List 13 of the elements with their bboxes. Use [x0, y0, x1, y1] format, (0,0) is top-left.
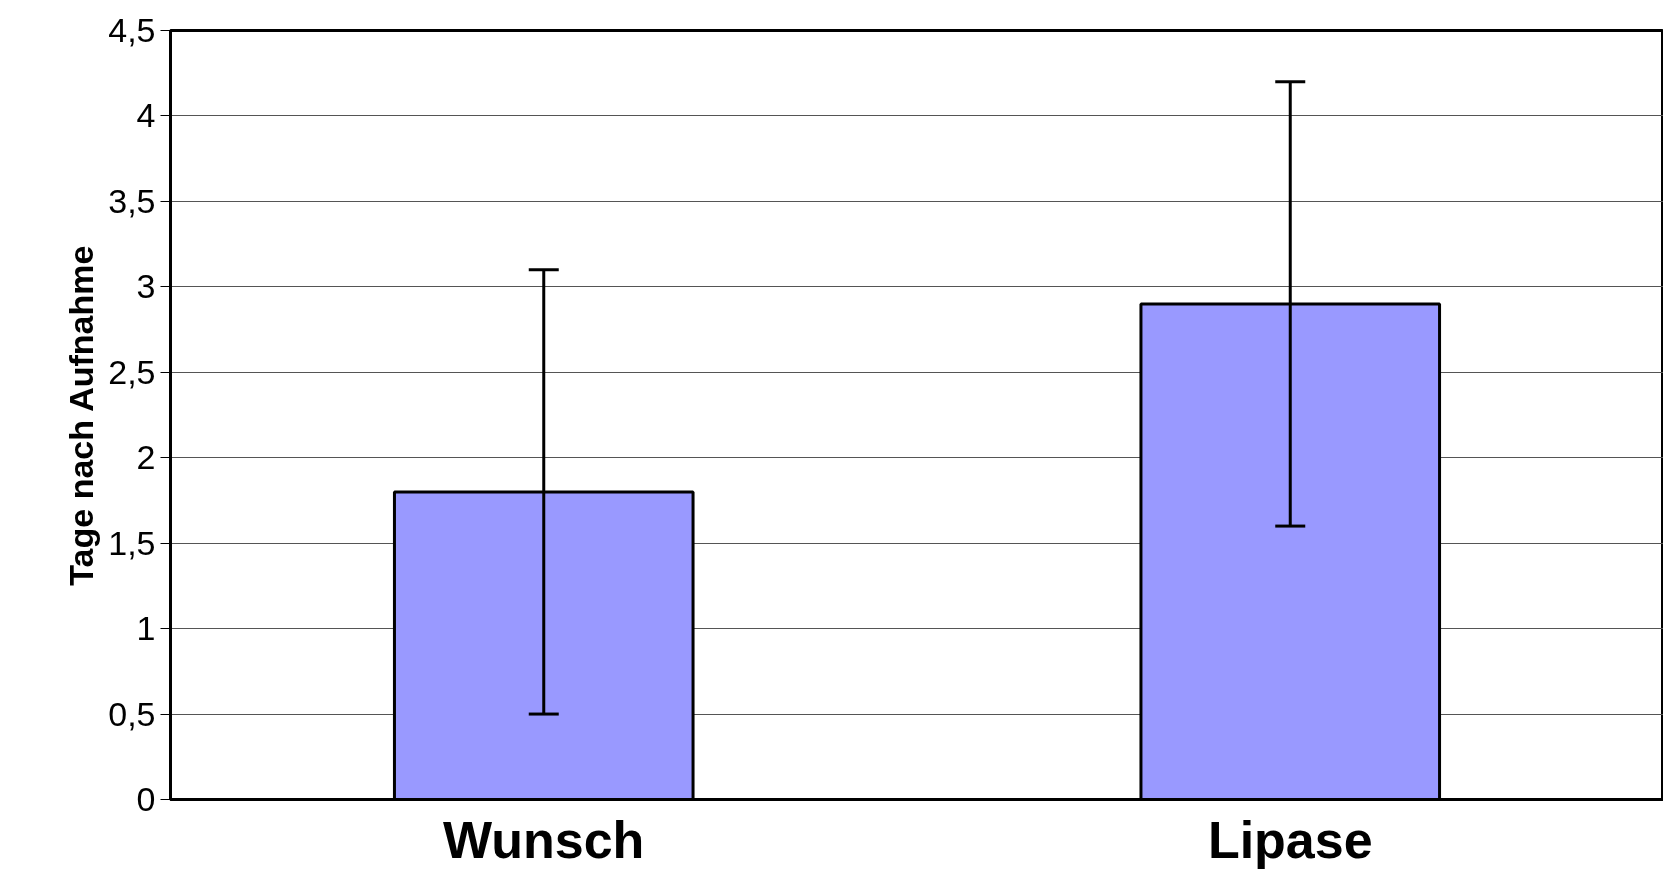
x-tick-label: Lipase [1207, 810, 1373, 869]
y-tick-label: 0,5 [108, 694, 156, 733]
y-axis-title: Tage nach Aufnahme [62, 245, 101, 586]
y-tick-label: 2,5 [108, 352, 156, 391]
y-tick-label: 2 [136, 438, 156, 477]
y-tick-label: 3 [136, 267, 156, 306]
x-tick-label: Wunsch [443, 810, 645, 869]
y-tick-label: 0 [136, 780, 156, 818]
y-tick-label: 3,5 [108, 181, 156, 220]
y-tick-label: 1 [136, 609, 156, 648]
y-tick-label: 1,5 [108, 523, 156, 562]
y-tick-label: 4 [136, 96, 156, 135]
y-tick-label: 4,5 [108, 11, 156, 49]
